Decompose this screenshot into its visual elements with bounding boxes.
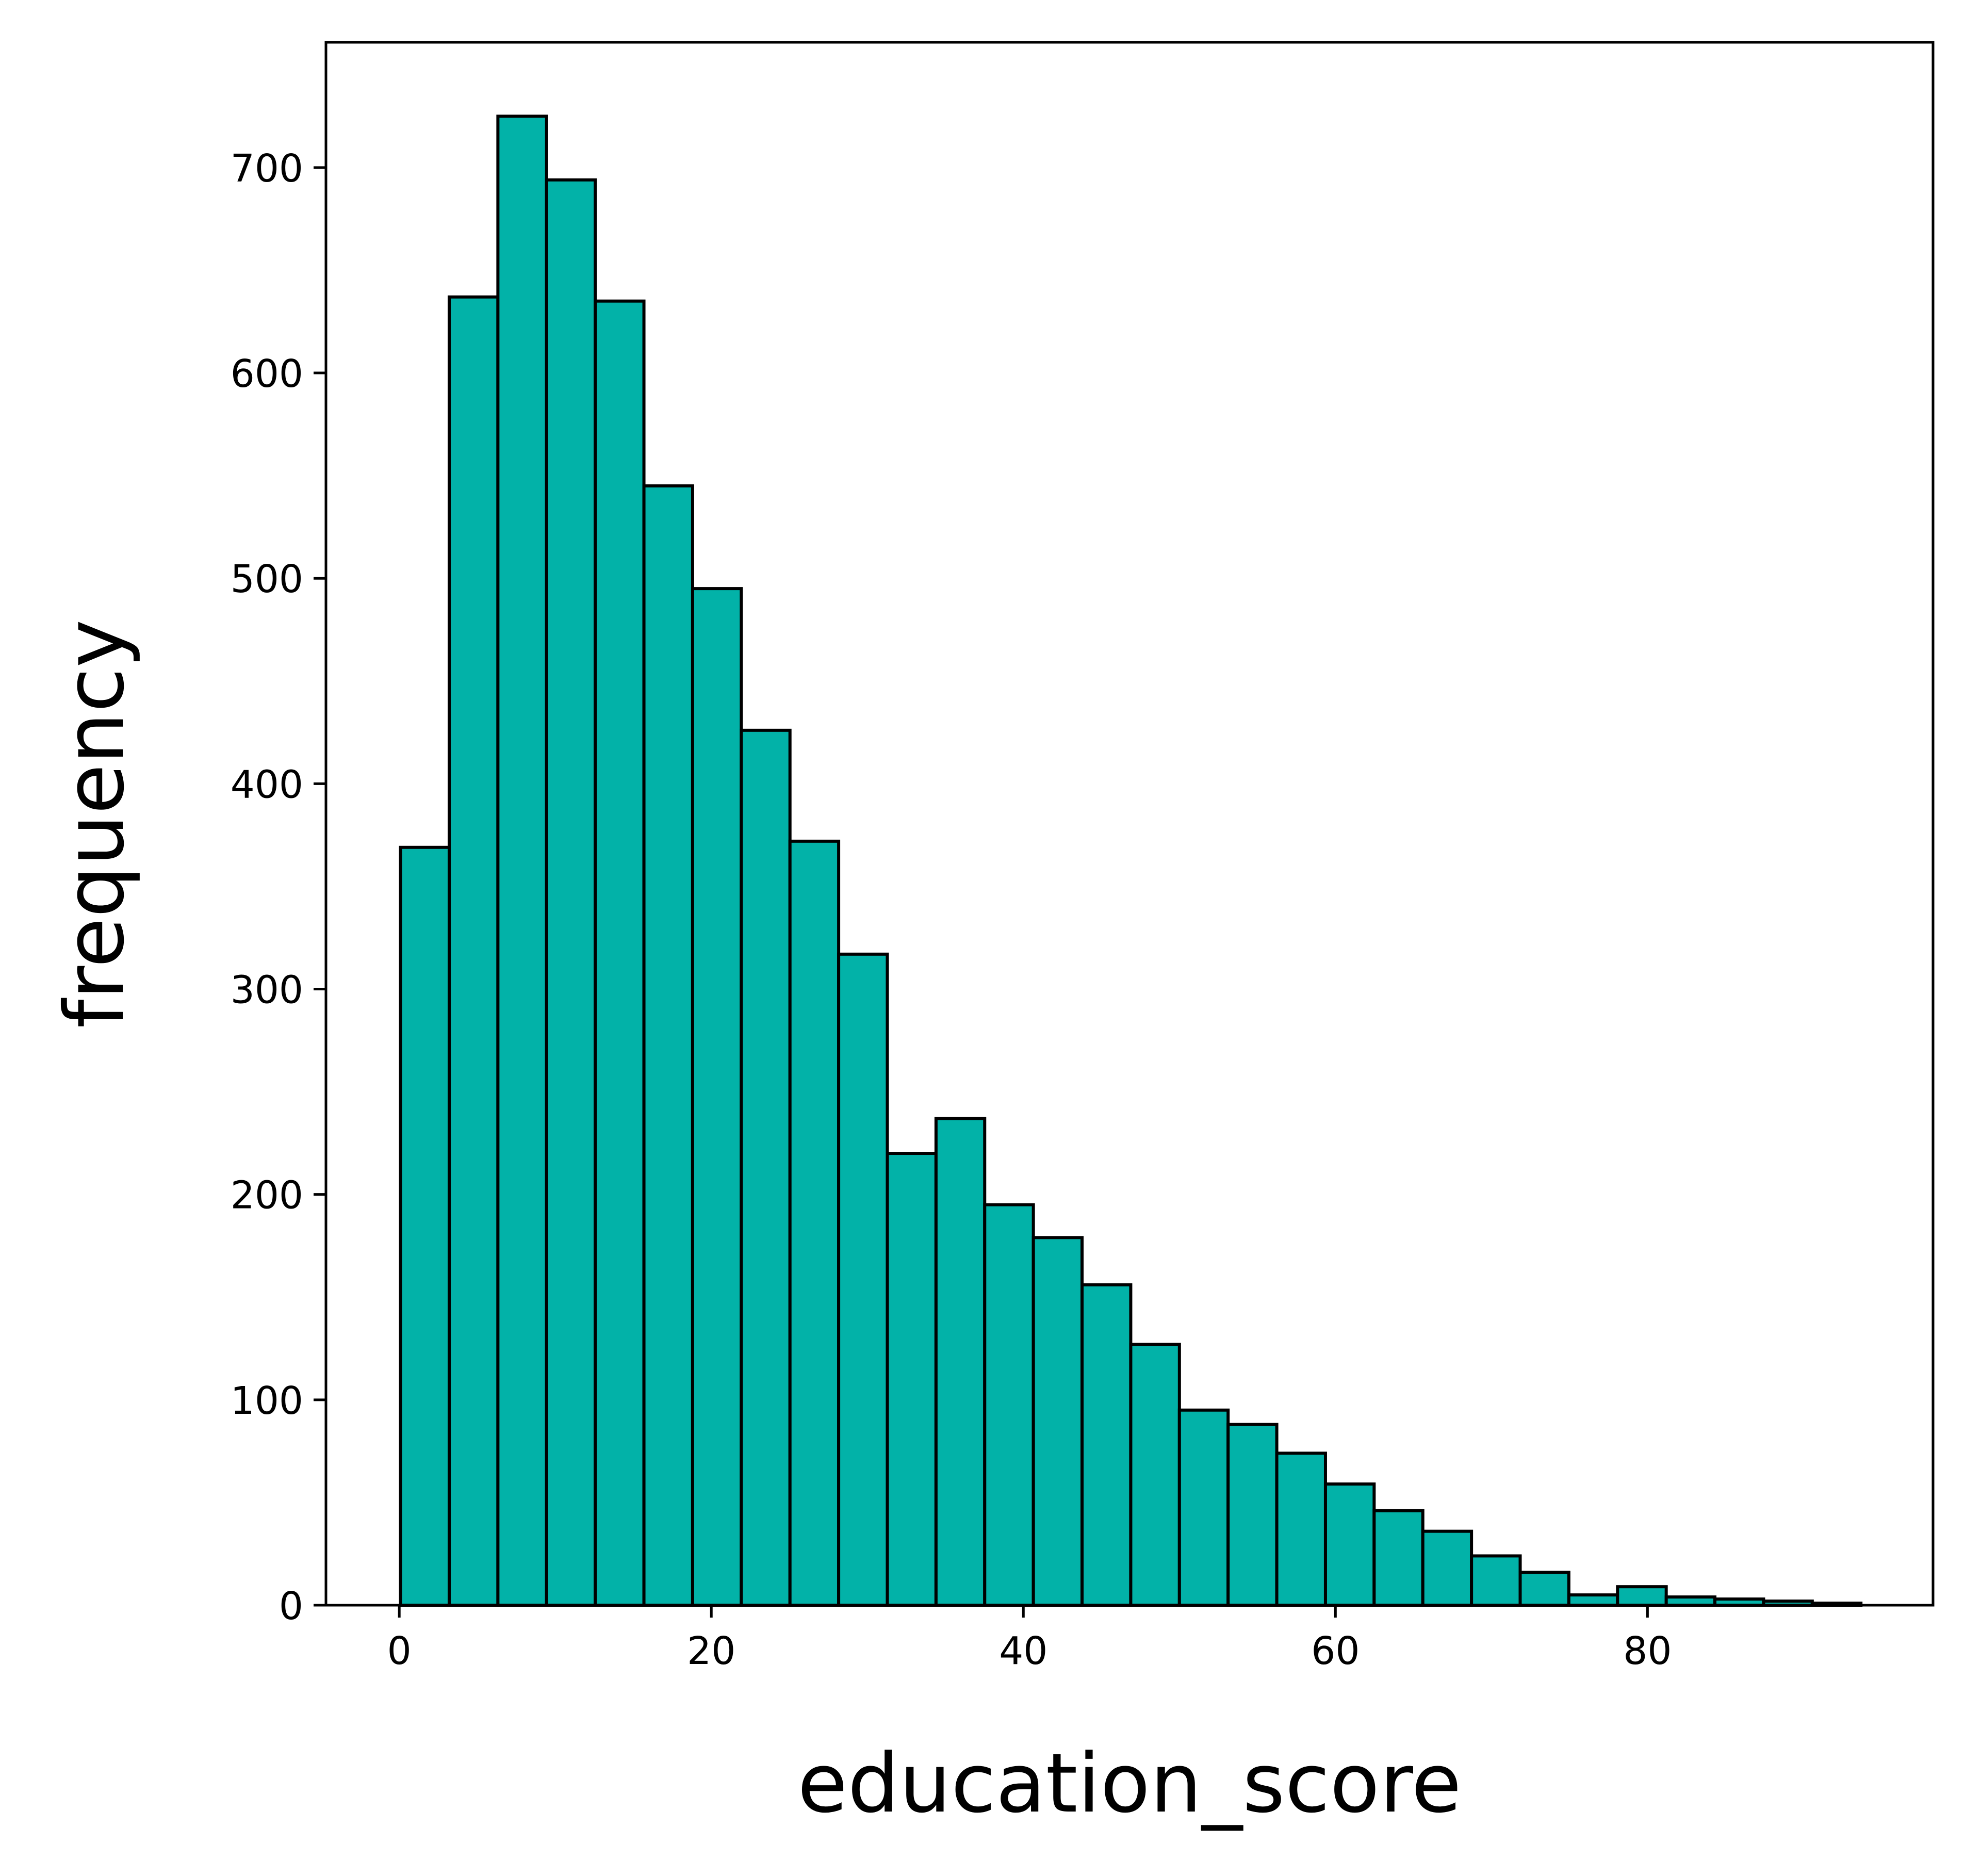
histogram-bar: [1616, 1585, 1668, 1607]
histogram-bar: [1177, 1408, 1230, 1607]
histogram-bar: [1567, 1593, 1619, 1607]
histogram-bar: [545, 178, 597, 1607]
histogram-bar: [1518, 1571, 1570, 1607]
x-axis: 0 20 40 60 80: [387, 1605, 1672, 1673]
histogram-bar: [1031, 1236, 1084, 1607]
histogram-bar: [788, 839, 841, 1607]
histogram-bar: [1372, 1509, 1424, 1607]
histogram-bar: [447, 295, 500, 1607]
histogram-bar: [837, 952, 889, 1607]
y-tick-label: 700: [231, 146, 303, 191]
y-tick-label: 400: [231, 762, 303, 807]
histogram-bar: [983, 1203, 1035, 1607]
y-tick-label: 500: [231, 557, 303, 601]
x-tick-label: 40: [999, 1629, 1047, 1673]
y-tick-label: 0: [279, 1584, 303, 1628]
bars-group: [399, 115, 1863, 1607]
histogram-bar: [691, 587, 743, 1607]
histogram-bar: [642, 484, 694, 1607]
histogram-bar: [399, 845, 451, 1607]
histogram-bar: [1129, 1343, 1181, 1607]
histogram-bar: [886, 1152, 938, 1607]
histogram-bar: [496, 115, 548, 1607]
y-tick-label: 300: [231, 968, 303, 1013]
x-tick-label: 80: [1623, 1629, 1672, 1673]
x-tick-label: 0: [387, 1629, 412, 1673]
y-axis: 0 100 200 300 400 500 600 700: [231, 146, 326, 1628]
x-tick-label: 20: [687, 1629, 735, 1673]
histogram-bar: [1275, 1451, 1327, 1607]
plot-frame: [324, 41, 1935, 1607]
y-axis-label: frequency: [47, 619, 142, 1028]
x-axis-label: education_score: [797, 1736, 1462, 1831]
histogram-bar: [740, 728, 792, 1607]
histogram-bar: [1226, 1423, 1279, 1607]
y-tick-label: 600: [231, 352, 303, 396]
y-tick-label: 200: [231, 1173, 303, 1218]
histogram-bar: [1323, 1482, 1376, 1607]
x-tick-label: 60: [1311, 1629, 1360, 1673]
histogram-bar: [934, 1117, 987, 1607]
histogram-bar: [1421, 1529, 1473, 1607]
y-tick-label: 100: [231, 1379, 303, 1423]
histogram-bar: [594, 299, 646, 1607]
histogram-bar: [1080, 1283, 1133, 1607]
histogram-bar: [1470, 1554, 1522, 1607]
